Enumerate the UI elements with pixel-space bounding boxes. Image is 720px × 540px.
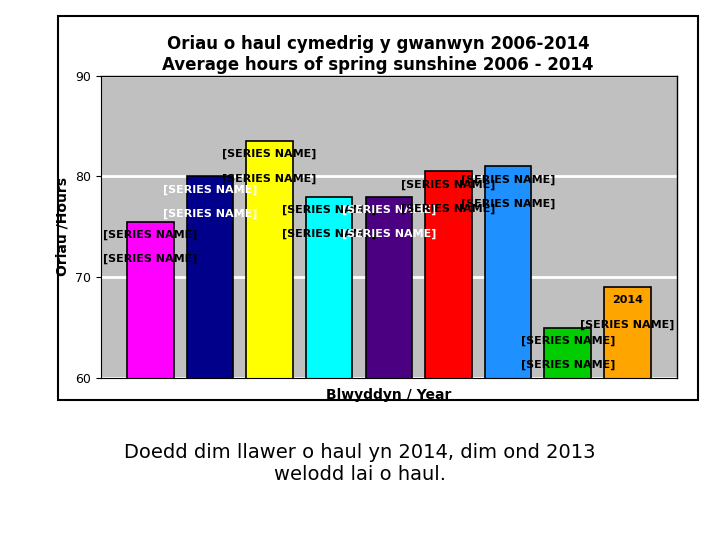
Text: [SERIES NAME]: [SERIES NAME] [282, 205, 377, 215]
Text: [SERIES NAME]: [SERIES NAME] [401, 204, 495, 214]
Bar [604, 287, 651, 540]
Y-axis label: Oriau /Hours: Oriau /Hours [55, 177, 70, 276]
Text: [SERIES NAME]: [SERIES NAME] [222, 149, 317, 159]
Text: [SERIES NAME]: [SERIES NAME] [401, 179, 495, 190]
Text: [SERIES NAME]: [SERIES NAME] [521, 360, 615, 370]
Text: [SERIES NAME]: [SERIES NAME] [461, 174, 555, 185]
Text: [SERIES NAME]: [SERIES NAME] [163, 208, 257, 219]
Text: 2014: 2014 [612, 295, 643, 305]
Text: [SERIES NAME]: [SERIES NAME] [282, 229, 377, 239]
Text: [SERIES NAME]: [SERIES NAME] [521, 336, 615, 346]
Text: [SERIES NAME]: [SERIES NAME] [103, 230, 197, 240]
Text: [SERIES NAME]: [SERIES NAME] [341, 205, 436, 215]
Text: [SERIES NAME]: [SERIES NAME] [103, 254, 197, 264]
Bar [127, 222, 174, 540]
Text: [SERIES NAME]: [SERIES NAME] [222, 173, 317, 184]
Bar [544, 328, 591, 540]
Bar [485, 166, 531, 540]
Bar [186, 177, 233, 540]
Text: Doedd dim llawer o haul yn 2014, dim ond 2013
welodd lai o haul.: Doedd dim llawer o haul yn 2014, dim ond… [125, 443, 595, 484]
Text: [SERIES NAME]: [SERIES NAME] [163, 185, 257, 195]
Text: [SERIES NAME]: [SERIES NAME] [341, 229, 436, 239]
Text: [SERIES NAME]: [SERIES NAME] [461, 199, 555, 209]
Bar [366, 197, 412, 540]
Bar [306, 197, 352, 540]
Bar [426, 171, 472, 540]
Bar [246, 141, 293, 540]
Text: [SERIES NAME]: [SERIES NAME] [580, 320, 675, 330]
X-axis label: Blwyddyn / Year: Blwyddyn / Year [326, 388, 451, 402]
Text: Oriau o haul cymedrig y gwanwyn 2006-2014
Average hours of spring sunshine 2006 : Oriau o haul cymedrig y gwanwyn 2006-201… [162, 35, 594, 74]
